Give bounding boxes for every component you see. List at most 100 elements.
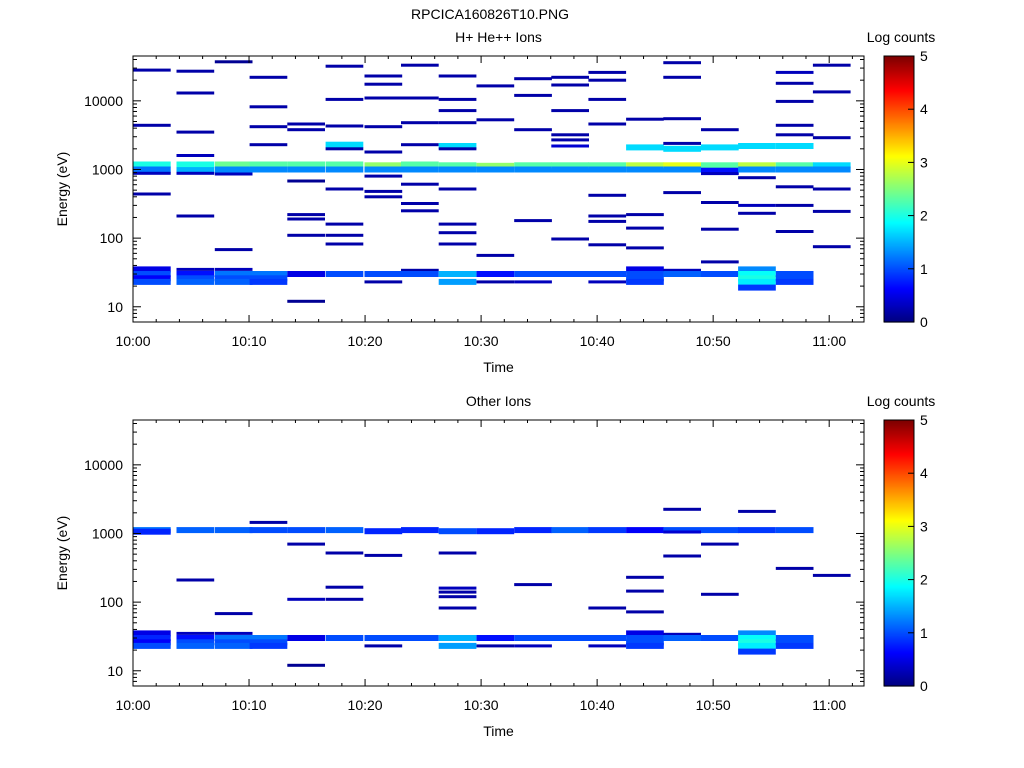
colorbar-tick-label: 3 [920, 518, 928, 534]
colorbar-step [884, 436, 914, 438]
colorbar-step [884, 486, 914, 488]
colorbar-step [884, 202, 914, 204]
heatmap-cell [287, 213, 325, 217]
heatmap-cell [775, 203, 814, 207]
heatmap-cell [775, 275, 814, 282]
heatmap-cell [551, 144, 589, 148]
colorbar-step [884, 82, 914, 84]
colorbar-step [884, 157, 914, 159]
heatmap-cell [514, 635, 552, 641]
colorbar-step [884, 109, 914, 111]
colorbar-step [884, 126, 914, 128]
colorbar-step [884, 552, 914, 554]
heatmap-cell [663, 527, 701, 534]
colorbar-step [884, 63, 914, 65]
colorbar-step [884, 640, 914, 642]
colorbar-step [884, 471, 914, 473]
colorbar-step [884, 276, 914, 278]
colorbar-step [884, 665, 914, 667]
heatmap-cell [663, 268, 701, 272]
colorbar-step [884, 624, 914, 626]
heatmap-cell [551, 138, 589, 142]
colorbar-step [884, 499, 914, 501]
colorbar-step [884, 571, 914, 573]
colorbar-step [884, 548, 914, 550]
colorbar-step [884, 65, 914, 67]
x-tick-label: 10:00 [115, 333, 150, 349]
colorbar-step [884, 127, 914, 129]
colorbar-step [884, 481, 914, 483]
colorbar-step [884, 182, 914, 184]
colorbar-step [884, 265, 914, 267]
heatmap-cell [812, 63, 851, 67]
colorbar-step [884, 564, 914, 566]
colorbar-step [884, 454, 914, 456]
heatmap-cell [176, 278, 215, 285]
colorbar-step [884, 95, 914, 97]
colorbar-step [884, 114, 914, 116]
colorbar-step [884, 662, 914, 664]
heatmap-cell [626, 630, 664, 637]
colorbar-step [884, 504, 914, 506]
heatmap-cell [701, 271, 739, 277]
colorbar-step [884, 557, 914, 559]
heatmap-cell [626, 162, 664, 169]
colorbar-step [884, 257, 914, 259]
colorbar: 0 1 2 3 4 5 Log counts [867, 393, 936, 694]
colorbar-step [884, 261, 914, 263]
colorbar-step [884, 213, 914, 215]
colorbar-step [884, 519, 914, 521]
colorbar-step [884, 483, 914, 485]
colorbar-step [884, 273, 914, 275]
colorbar-step [884, 161, 914, 163]
heatmap-cell [401, 121, 439, 125]
colorbar-step [884, 198, 914, 200]
heatmap-cell [588, 193, 627, 197]
colorbar-step [884, 234, 914, 236]
colorbar-step [884, 599, 914, 601]
colorbar-step [884, 260, 914, 262]
colorbar-step [884, 235, 914, 237]
heatmap-cell [514, 219, 552, 223]
heatmap-cell [775, 271, 814, 277]
heatmap-cell [701, 128, 739, 132]
heatmap-cell [663, 635, 701, 641]
colorbar-step [884, 615, 914, 617]
colorbar-step [884, 528, 914, 530]
colorbar-step [884, 652, 914, 654]
colorbar-step [884, 626, 914, 628]
heatmap-cell [364, 174, 403, 178]
heatmap-cell [738, 275, 776, 282]
colorbar-step [884, 272, 914, 274]
colorbar-step [884, 650, 914, 652]
colorbar-step [884, 295, 914, 297]
colorbar-step [884, 217, 914, 219]
heatmap-cell [438, 528, 477, 535]
heatmap-cell [626, 144, 664, 151]
colorbar-step [884, 682, 914, 684]
colorbar-frame [883, 419, 915, 687]
colorbar-step [884, 293, 914, 295]
colorbar-step [884, 574, 914, 576]
heatmap-cell [551, 166, 589, 173]
colorbar-step [884, 600, 914, 602]
colorbar-step [884, 580, 914, 582]
heatmap-cell [663, 61, 701, 65]
heatmap-cell [249, 642, 288, 649]
colorbar-step [884, 629, 914, 631]
colorbar-step [884, 90, 914, 92]
colorbar-step [884, 570, 914, 572]
heatmap-cell [551, 133, 589, 137]
colorbar-step [884, 514, 914, 516]
colorbar-step [884, 431, 914, 433]
colorbar-step [884, 441, 914, 443]
colorbar-step [884, 523, 914, 525]
heatmap-cell [812, 162, 851, 169]
colorbar-step [884, 176, 914, 178]
heatmap-cell [438, 271, 477, 277]
colorbar-step [884, 190, 914, 192]
colorbar-step [884, 106, 914, 108]
colorbar-step [884, 64, 914, 66]
colorbar-step [884, 307, 914, 309]
heatmap-cell [214, 271, 253, 277]
